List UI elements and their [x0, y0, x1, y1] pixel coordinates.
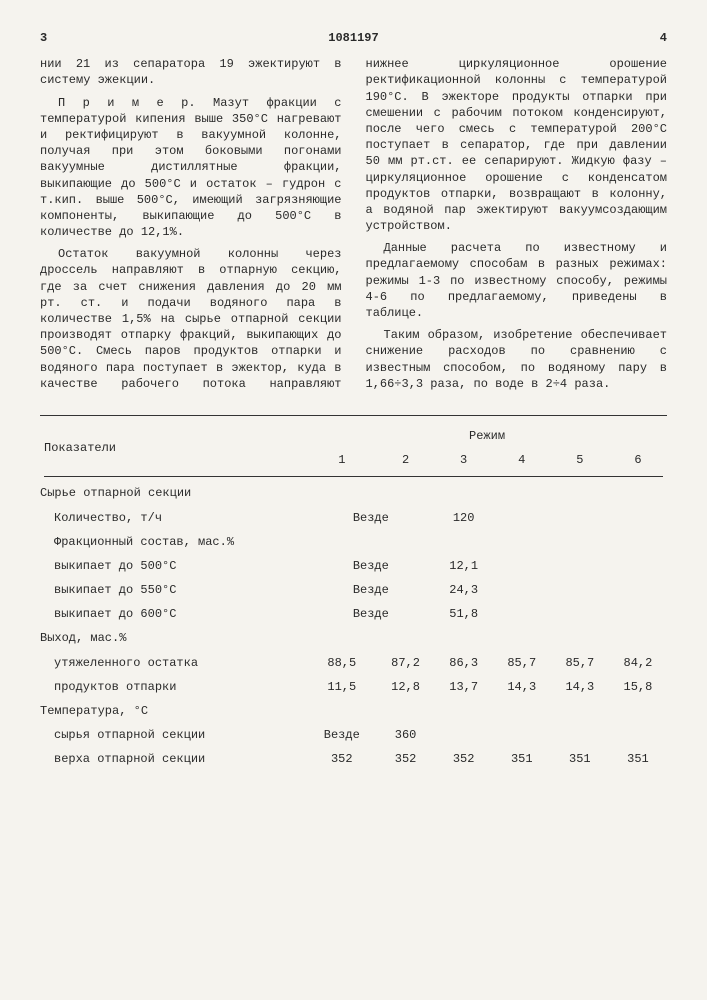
- data-table: Показатели Режим 1 2 3 4 5 6 Сырье отпар…: [40, 424, 667, 772]
- row-boil550: выкипает до 550°С: [40, 578, 307, 602]
- para-1: нии 21 из сепаратора 19 эжектируют в сис…: [40, 56, 342, 88]
- th-col-1: 1: [307, 448, 376, 472]
- row-yield: Выход, мас.%: [40, 626, 667, 650]
- row-feed: Сырье отпарной секции: [40, 481, 667, 505]
- cell-top-3: 352: [435, 747, 493, 771]
- row-boil500: выкипает до 500°С: [40, 554, 307, 578]
- cell-heavy-5: 85,7: [551, 651, 609, 675]
- cell-qty-val: 120: [435, 506, 493, 530]
- cell-vezde-3: Везде: [307, 578, 435, 602]
- row-feedtemp: сырья отпарной секции: [40, 723, 307, 747]
- cell-strip-5: 14,3: [551, 675, 609, 699]
- cell-top-1: 352: [307, 747, 376, 771]
- cell-strip-1: 11,5: [307, 675, 376, 699]
- table-mid-rule: [44, 476, 663, 477]
- cell-heavy-4: 85,7: [493, 651, 551, 675]
- cell-strip-2: 12,8: [377, 675, 435, 699]
- row-strip: продуктов отпарки: [40, 675, 307, 699]
- cell-top-5: 351: [551, 747, 609, 771]
- cell-top-4: 351: [493, 747, 551, 771]
- doc-number: 1081197: [47, 30, 660, 46]
- cell-feedtemp-val: 360: [377, 723, 435, 747]
- cell-strip-4: 14,3: [493, 675, 551, 699]
- th-col-2: 2: [377, 448, 435, 472]
- cell-boil600-val: 51,8: [435, 602, 493, 626]
- th-regime: Режим: [307, 424, 667, 448]
- cell-boil500-val: 12,1: [435, 554, 493, 578]
- cell-top-6: 351: [609, 747, 667, 771]
- th-col-6: 6: [609, 448, 667, 472]
- cell-heavy-3: 86,3: [435, 651, 493, 675]
- para-5: Таким образом, изобретение обеспечивает …: [366, 327, 668, 392]
- cell-vezde-5: Везде: [307, 723, 376, 747]
- row-heavy: утяжеленного остатка: [40, 651, 307, 675]
- th-col-3: 3: [435, 448, 493, 472]
- para-2: П р и м е р. Мазут фракции с температуро…: [40, 95, 342, 241]
- cell-strip-3: 13,7: [435, 675, 493, 699]
- row-temp: Температура, °С: [40, 699, 667, 723]
- page-num-right: 4: [660, 30, 667, 46]
- row-qty: Количество, т/ч: [40, 506, 307, 530]
- cell-heavy-6: 84,2: [609, 651, 667, 675]
- th-indicators: Показатели: [40, 424, 307, 472]
- page-header: 3 1081197 4: [40, 30, 667, 46]
- page-num-left: 3: [40, 30, 47, 46]
- cell-strip-6: 15,8: [609, 675, 667, 699]
- table-top-rule: [40, 415, 667, 416]
- body-text: нии 21 из сепаратора 19 эжектируют в сис…: [40, 56, 667, 395]
- cell-vezde-2: Везде: [307, 554, 435, 578]
- th-col-5: 5: [551, 448, 609, 472]
- cell-top-2: 352: [377, 747, 435, 771]
- para-4: Данные расчета по известному и предлагае…: [366, 240, 668, 321]
- cell-vezde-4: Везде: [307, 602, 435, 626]
- cell-heavy-2: 87,2: [377, 651, 435, 675]
- row-toptemp: верха отпарной секции: [40, 747, 307, 771]
- th-col-4: 4: [493, 448, 551, 472]
- cell-heavy-1: 88,5: [307, 651, 376, 675]
- cell-vezde-1: Везде: [307, 506, 435, 530]
- cell-boil550-val: 24,3: [435, 578, 493, 602]
- row-frac: Фракционный состав, мас.%: [40, 530, 667, 554]
- row-boil600: выкипает до 600°С: [40, 602, 307, 626]
